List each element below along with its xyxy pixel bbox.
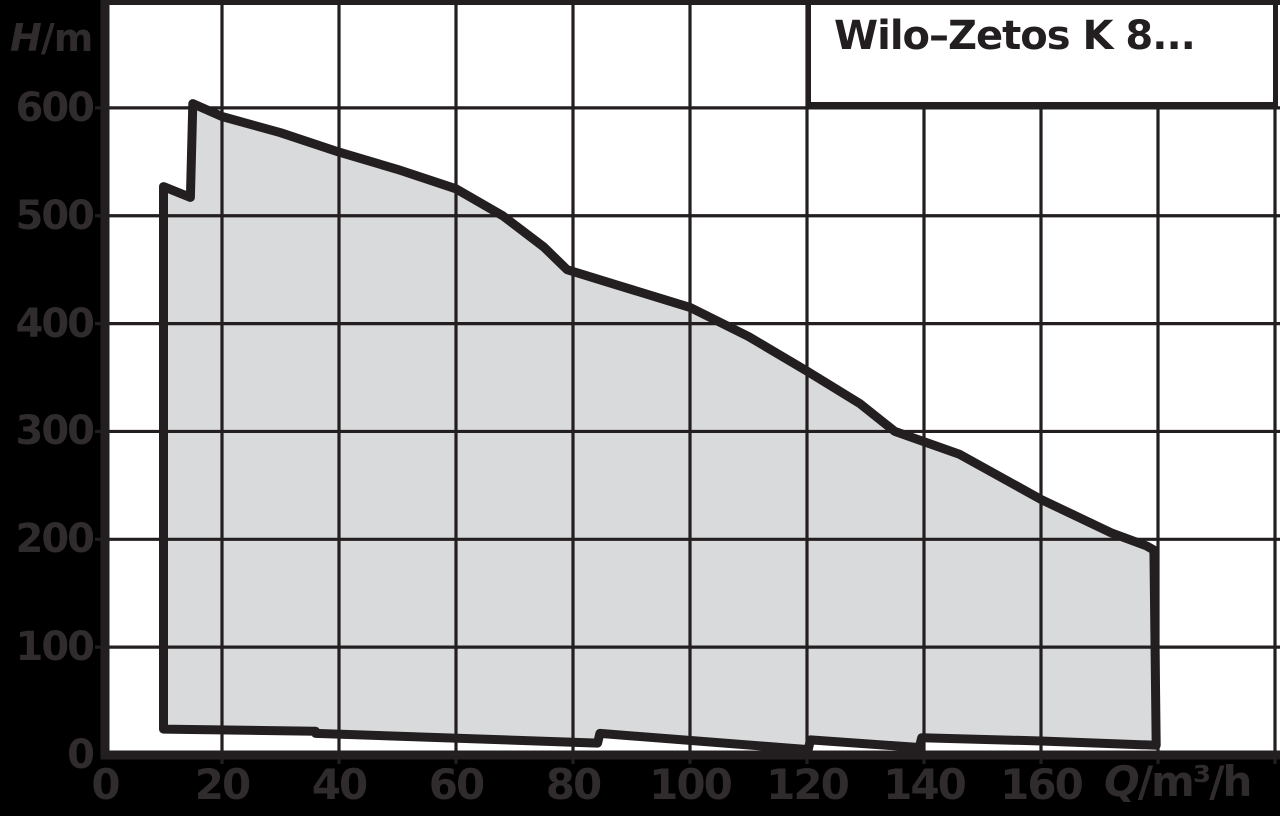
y-axis-unit: /m [40,16,93,60]
x-tick-label-120: 120 [766,760,850,809]
x-axis-symbol: Q [1104,757,1140,806]
operating-envelope-fill [163,103,1157,750]
y-tick-label-600: 600 [15,84,96,131]
x-axis-title: Q/m³/h [1104,757,1253,806]
y-tick-label-200: 200 [15,516,96,563]
y-tick-label-400: 400 [15,300,96,347]
y-tick-label-300: 300 [15,408,96,455]
chart-title: Wilo–Zetos K 8... [834,13,1196,59]
x-tick-label-20: 20 [194,760,251,809]
y-tick-label-100: 100 [15,624,96,671]
x-axis-unit: /m³/h [1137,757,1253,806]
x-tick-label-60: 60 [428,760,485,809]
title-box [806,0,1278,107]
x-tick-label-100: 100 [649,760,733,809]
x-tick-label-80: 80 [545,760,602,809]
y-tick-label-0: 0 [67,732,95,778]
x-tick-label-40: 40 [311,760,368,809]
y-axis-title: H/m [10,16,93,60]
y-axis-symbol: H [10,16,42,60]
x-tick-label-0: 0 [91,760,120,809]
x-tick-label-160: 160 [1000,760,1084,809]
operating-envelope-outline [159,99,1161,755]
y-tick-label-500: 500 [15,192,96,239]
x-tick-label-140: 140 [883,760,967,809]
